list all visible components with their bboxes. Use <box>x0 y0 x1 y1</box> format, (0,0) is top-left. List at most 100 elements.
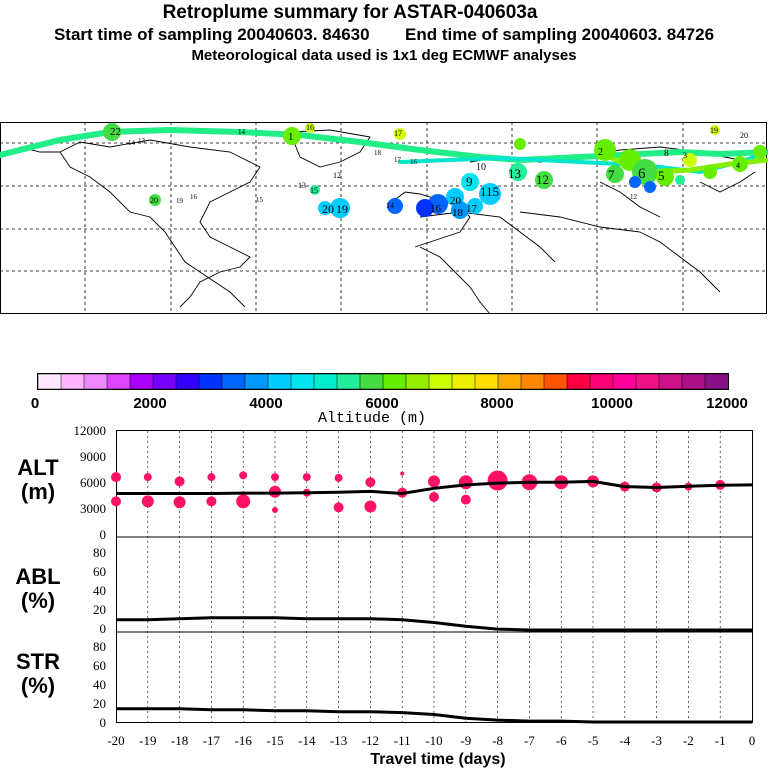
altitude-dot <box>333 502 344 513</box>
x-tick: -15 <box>266 733 283 748</box>
str-y-tick: 20 <box>93 696 106 711</box>
colorbar-cell <box>244 373 269 390</box>
coastlines <box>19 129 768 314</box>
blob <box>149 194 161 206</box>
altitude-dot <box>239 471 248 480</box>
colorbar-cell <box>336 373 361 390</box>
blob <box>451 201 469 219</box>
map-label: 22 <box>110 126 121 138</box>
blob <box>683 153 697 167</box>
colorbar-cell <box>566 373 591 390</box>
blob <box>644 181 656 193</box>
blob <box>629 176 641 188</box>
colorbar-cell <box>106 373 131 390</box>
map-label: 16 <box>430 203 442 215</box>
abl-y-ticks: 80 60 40 20 0 <box>93 545 106 636</box>
x-tick: -17 <box>203 733 221 748</box>
plots-frame <box>116 430 753 723</box>
x-tick: -8 <box>492 733 503 748</box>
altitude-dot <box>458 475 473 490</box>
blob <box>753 145 767 159</box>
blob <box>416 199 434 217</box>
blob <box>283 127 301 145</box>
colorbar-cell <box>152 373 177 390</box>
map-label: 10 <box>476 162 486 173</box>
alt-y-tick: 0 <box>100 527 107 542</box>
colorbar-ticks: 0 2000 4000 6000 8000 10000 12000 <box>31 395 748 412</box>
altitude-dot <box>143 473 152 482</box>
map-label: 19 <box>710 126 718 135</box>
colorbar-cell <box>704 373 729 390</box>
x-tick: -2 <box>683 733 694 748</box>
str-y-tick: 0 <box>100 715 107 730</box>
x-tick: -20 <box>107 733 124 748</box>
map-label: 14 <box>128 139 136 147</box>
blob <box>732 156 748 172</box>
end-time-label: End time of sampling 20040603. 84726 <box>405 25 715 44</box>
alt-panel-label: ALT (m) <box>8 456 68 504</box>
map-label: 13 <box>298 181 306 190</box>
x-tick: -10 <box>425 733 442 748</box>
map-label: 13 <box>138 137 146 145</box>
map-label: 6 <box>638 166 646 182</box>
x-tick: -4 <box>619 733 630 748</box>
x-axis-label: Travel time (days) <box>370 751 505 768</box>
map-label: 9 <box>466 174 473 189</box>
map-label: 20 <box>740 131 748 140</box>
abl-y-tick: 80 <box>93 545 106 560</box>
colorbar-cell <box>658 373 683 390</box>
altitude-dot <box>111 472 121 483</box>
colorbar-cell <box>290 373 315 390</box>
altitude-dot <box>206 496 217 507</box>
abl-y-tick: 60 <box>93 564 106 579</box>
map-label: 14 <box>238 128 246 136</box>
map-label: 13 <box>508 166 521 181</box>
colorbar-cell <box>428 373 453 390</box>
colorbar-cell <box>313 373 338 390</box>
map-label: 12 <box>536 172 549 187</box>
colorbar-frame <box>37 373 729 390</box>
colorbar-cell <box>129 373 154 390</box>
colorbar-cells <box>37 373 729 390</box>
str-y-tick: 40 <box>93 677 106 692</box>
colorbar-cell <box>175 373 200 390</box>
alt-y-tick: 12000 <box>74 423 107 438</box>
abl-label-bottom: (%) <box>20 588 56 613</box>
altitude-dot <box>272 507 278 513</box>
blob <box>594 139 616 161</box>
altitude-dot <box>365 477 376 488</box>
colorbar-cell <box>221 373 246 390</box>
x-tick: -9 <box>460 733 471 748</box>
blob <box>318 201 332 215</box>
altitude-dot <box>428 475 440 488</box>
altitude-dot <box>364 500 377 513</box>
x-tick: 0 <box>749 733 756 748</box>
colorbar-cell <box>382 373 407 390</box>
x-tick: -13 <box>330 733 347 748</box>
blob <box>509 163 527 181</box>
x-tick: -5 <box>588 733 599 748</box>
x-tick: -1 <box>715 733 726 748</box>
x-tick: -6 <box>556 733 567 748</box>
map-label: 8 <box>664 148 669 158</box>
str-line <box>116 707 752 724</box>
abl-label-top: ABL <box>15 564 61 589</box>
map-label: 19 <box>336 202 348 216</box>
colorbar-cell <box>589 373 614 390</box>
blob <box>330 198 350 218</box>
alt-label-bottom: (m) <box>20 479 56 504</box>
altitude-dot <box>271 473 279 482</box>
map-label: 19 <box>176 197 184 205</box>
altitude-dot <box>174 476 185 487</box>
map-label: 5 <box>658 168 665 183</box>
abl-y-tick: 40 <box>93 583 106 598</box>
str-label-bottom: (%) <box>20 673 56 698</box>
alt-y-tick: 6000 <box>80 475 106 490</box>
map-label: 4 <box>736 161 740 170</box>
colorbar-tick: 6000 <box>365 395 398 412</box>
plot-gridlines <box>147 431 721 722</box>
map-label: 17 <box>394 156 402 164</box>
alt-y-tick: 9000 <box>80 449 106 464</box>
map-label: 3 <box>683 151 687 160</box>
map-label: 15 <box>256 196 264 204</box>
